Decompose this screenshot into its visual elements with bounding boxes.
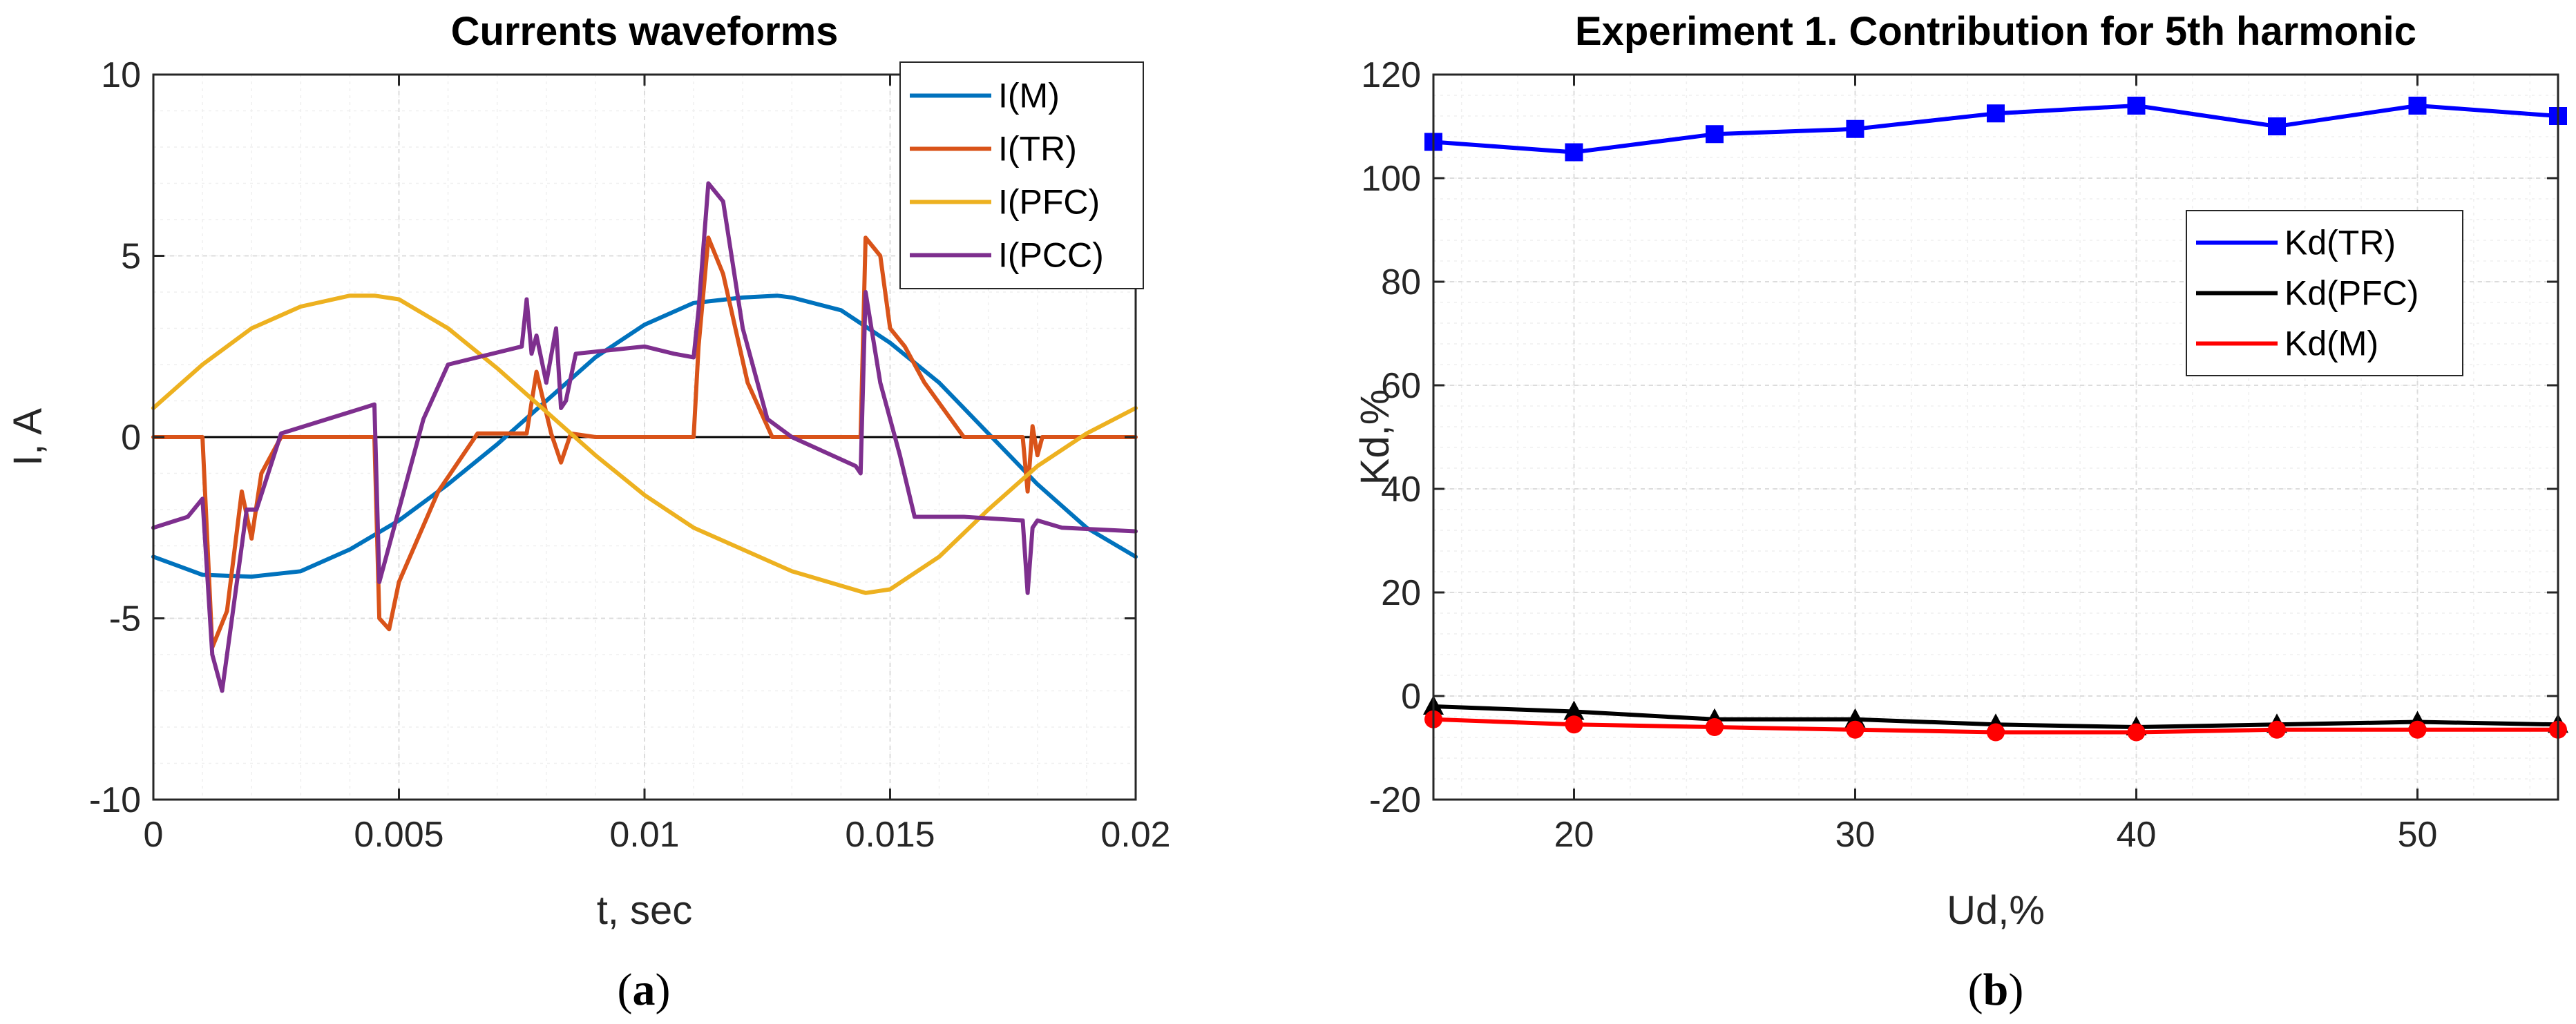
y-tick-label: 10 — [101, 55, 141, 95]
frame-b — [1432, 73, 2559, 801]
point-kd-tr — [2127, 97, 2146, 115]
point-kd-m — [1565, 715, 1583, 734]
point-kd-tr — [2408, 97, 2427, 115]
y-tick-label: 40 — [1381, 470, 1421, 510]
legend-label-i-pfc: I(PFC) — [998, 183, 1100, 222]
plot-area-b — [1432, 73, 2559, 801]
point-kd-m — [2268, 720, 2286, 739]
y-tick-label: 5 — [121, 237, 141, 277]
ticks-b: 20 30 40 50 -20 0 20 40 60 80 100 120 — [1361, 55, 2558, 855]
x-tick-label: 0 — [144, 815, 164, 855]
point-kd-tr — [1706, 125, 1724, 144]
point-kd-m — [2127, 723, 2146, 742]
y-tick-label: 60 — [1381, 366, 1421, 406]
y-tick-label: 0 — [121, 418, 141, 458]
y-tick-label: 120 — [1361, 55, 1421, 95]
x-tick-label: 50 — [2398, 815, 2438, 855]
x-tick-label: 30 — [1835, 815, 1876, 855]
series-group-a — [151, 181, 1138, 693]
caption-a: (a) — [618, 965, 671, 1015]
y-axis-label-b: Kd,% — [1353, 389, 1397, 485]
x-axis-label-a: t, sec — [597, 888, 693, 933]
caption-letter-a: a — [633, 965, 656, 1015]
line-i-m — [151, 293, 1138, 579]
legend-a: I(M) I(TR) I(PFC) I(PCC) — [899, 61, 1144, 289]
point-kd-pfc — [1563, 700, 1585, 720]
legend-box — [899, 61, 1144, 289]
series-i-tr — [151, 235, 1138, 650]
series-i-pcc — [151, 181, 1138, 693]
y-tick-label: 80 — [1381, 262, 1421, 302]
x-tick-label: 0.01 — [609, 815, 679, 855]
line-i-pfc — [151, 293, 1138, 595]
point-kd-m — [2408, 720, 2427, 739]
line-i-tr — [151, 235, 1138, 650]
ticks-a: 0 0.005 0.01 0.015 0.02 -10 -5 0 5 10 — [89, 55, 1171, 855]
point-kd-tr — [1846, 119, 1864, 138]
point-kd-tr — [1987, 104, 2005, 123]
point-kd-tr — [2268, 117, 2286, 135]
x-tick-label: 40 — [2117, 815, 2157, 855]
y-tick-label: 100 — [1361, 159, 1421, 199]
y-tick-label: 0 — [1401, 677, 1421, 717]
y-tick-label: 20 — [1381, 573, 1421, 613]
series-i-m — [151, 293, 1138, 579]
y-tick-label: -20 — [1369, 780, 1421, 820]
legend-label-i-m: I(M) — [998, 77, 1060, 115]
x-axis-label-b: Ud,% — [1947, 888, 2045, 933]
chart-title-a: Currents waveforms — [451, 9, 839, 54]
line-i-pcc — [151, 181, 1138, 693]
x-tick-label: 0.005 — [354, 815, 443, 855]
y-axis-label-a: I, A — [6, 408, 50, 466]
point-kd-m — [1987, 723, 2005, 742]
point-kd-tr — [1565, 143, 1583, 162]
caption-letter-b: b — [1983, 965, 2009, 1015]
y-tick-label: -5 — [109, 599, 141, 639]
y-tick-label: -10 — [89, 780, 141, 820]
chart-title-b: Experiment 1. Contribution for 5th harmo… — [1575, 9, 2416, 54]
chart-contribution-5th-harmonic: 20 30 40 50 -20 0 20 40 60 80 100 120 Experiment 1.… — [1353, 9, 2568, 1015]
legend-label-i-tr: I(TR) — [998, 130, 1077, 168]
legend-label-kd-tr: Kd(TR) — [2284, 224, 2396, 262]
grid-a — [153, 74, 1136, 800]
axes-frame — [1432, 73, 2559, 801]
legend-label-i-pcc: I(PCC) — [998, 236, 1104, 275]
legend-b: Kd(TR) Kd(PFC) Kd(M) — [2186, 210, 2463, 376]
chart-currents-waveforms: 0 0.005 0.01 0.015 0.02 -10 -5 0 5 10 Currents wa… — [6, 9, 1171, 1015]
point-kd-m — [1706, 718, 1724, 736]
series-i-pfc — [151, 293, 1138, 595]
caption-b: (b) — [1968, 965, 2024, 1015]
x-tick-label: 0.015 — [845, 815, 935, 855]
x-tick-label: 0.02 — [1100, 815, 1170, 855]
point-kd-m — [1846, 720, 1864, 739]
legend-label-kd-m: Kd(M) — [2284, 325, 2378, 363]
legend-label-kd-pfc: Kd(PFC) — [2284, 274, 2418, 313]
x-tick-label: 20 — [1554, 815, 1594, 855]
